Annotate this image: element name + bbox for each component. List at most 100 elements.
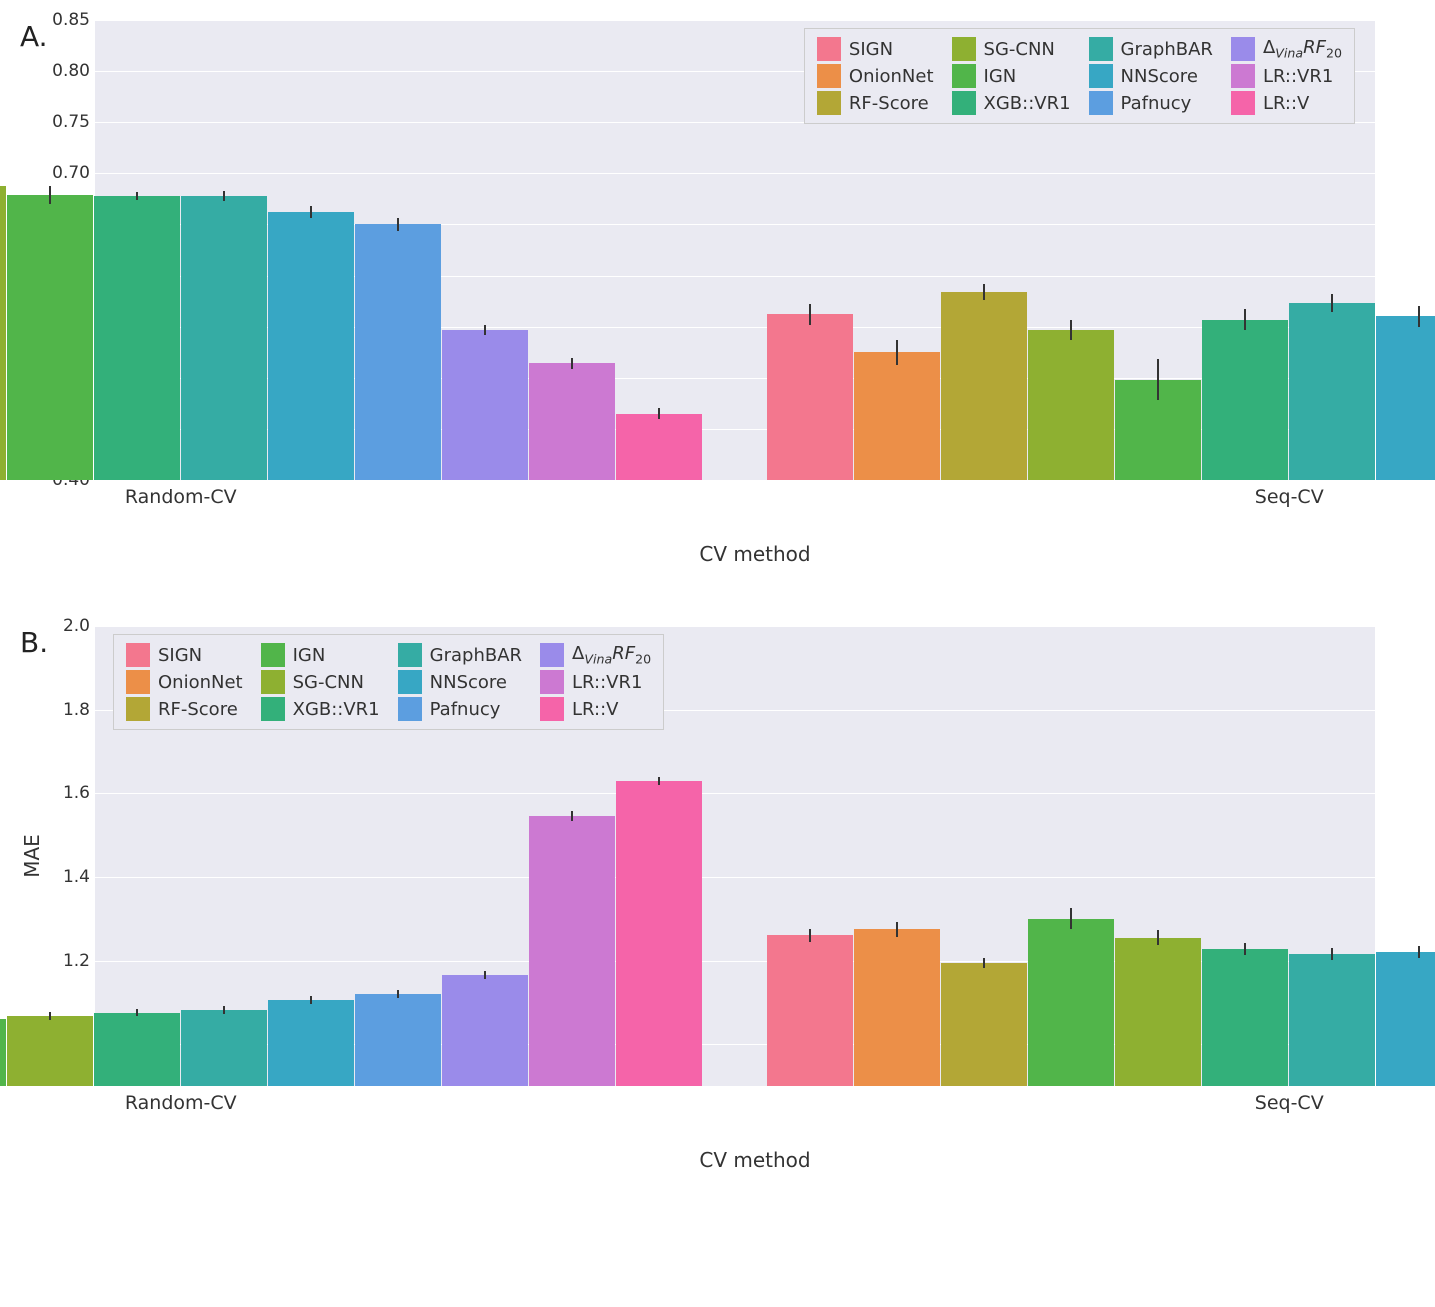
error-bar (49, 1012, 51, 1020)
y-tick: 0.75 (40, 112, 90, 132)
bar (355, 224, 441, 480)
error-bar (896, 922, 898, 937)
panel-a-xlabel: CV method (95, 542, 1415, 566)
error-bar (1331, 294, 1333, 312)
error-bar (310, 996, 312, 1004)
bar (355, 994, 441, 1086)
y-tick: 1.2 (40, 951, 90, 971)
legend-swatch (540, 670, 564, 694)
y-tick: 0.85 (40, 10, 90, 30)
legend-swatch (261, 697, 285, 721)
bar (1289, 954, 1375, 1086)
bar (181, 1010, 267, 1086)
error-bar (1070, 908, 1072, 929)
x-tick: Random-CV (125, 486, 237, 508)
error-bar (484, 971, 486, 979)
bar (1202, 320, 1288, 480)
legend-item: RF-Score (126, 697, 243, 721)
error-bar (571, 358, 573, 368)
legend-label: XGB::VR1 (293, 699, 380, 720)
error-bar (896, 340, 898, 365)
bar (442, 330, 528, 480)
legend-swatch (1089, 91, 1113, 115)
error-bar (809, 304, 811, 324)
legend-label: SIGN (849, 39, 893, 60)
y-tick: 2.0 (40, 616, 90, 636)
legend-swatch (952, 91, 976, 115)
legend-label: GraphBAR (1121, 39, 1213, 60)
error-bar (1418, 306, 1420, 326)
error-bar (1070, 320, 1072, 340)
y-tick: 0.80 (40, 61, 90, 81)
legend-swatch (1231, 64, 1255, 88)
legend-swatch (126, 670, 150, 694)
legend-swatch (1089, 37, 1113, 61)
bar (268, 1000, 354, 1086)
x-tick: Seq-CV (1255, 486, 1324, 508)
bar (0, 186, 6, 480)
legend-item: GraphBAR (398, 643, 522, 667)
bar (1376, 316, 1435, 480)
x-tick: Seq-CV (1255, 1092, 1324, 1114)
legend-item: RF-Score (817, 91, 934, 115)
error-bar (983, 958, 985, 968)
legend-label: OnionNet (158, 672, 243, 693)
legend-label: ΔVinaRF20 (572, 643, 651, 667)
legend-label: SG-CNN (984, 39, 1055, 60)
error-bar (809, 929, 811, 942)
legend-swatch (1231, 37, 1255, 61)
y-tick: 1.8 (40, 700, 90, 720)
legend-label: LR::V (1263, 93, 1309, 114)
panel-b-xlabel: CV method (95, 1148, 1415, 1172)
error-bar (397, 218, 399, 230)
bar (1115, 380, 1201, 480)
bar (7, 195, 93, 480)
legend-item: Pafnucy (1089, 91, 1213, 115)
error-bar (397, 990, 399, 998)
panel-b-legend: SIGNOnionNetRF-ScoreIGNSG-CNNXGB::VR1Gra… (113, 634, 664, 730)
bar (767, 314, 853, 480)
legend-item: GraphBAR (1089, 37, 1213, 61)
legend-label: Pafnucy (1121, 93, 1192, 114)
bar (7, 1016, 93, 1086)
bar (616, 781, 702, 1086)
legend-swatch (817, 37, 841, 61)
legend-label: RF-Score (158, 699, 238, 720)
error-bar (310, 206, 312, 218)
legend-swatch (1089, 64, 1113, 88)
panel-a-plot-area: Rp 0.400.450.500.550.600.650.700.750.800… (95, 20, 1375, 480)
legend-item: SG-CNN (952, 37, 1071, 61)
bar (941, 963, 1027, 1086)
error-bar (1244, 943, 1246, 955)
panel-b: B. MAE 1.01.21.41.61.82.0SIGNOnionNetRF-… (20, 626, 1415, 1172)
legend-swatch (261, 670, 285, 694)
legend-swatch (952, 64, 976, 88)
legend-item: LR::V (1231, 91, 1342, 115)
bar (529, 363, 615, 480)
bar (1289, 303, 1375, 480)
error-bar (658, 408, 660, 418)
legend-swatch (817, 91, 841, 115)
y-tick: 1.6 (40, 783, 90, 803)
error-bar (1418, 946, 1420, 958)
error-bar (1157, 359, 1159, 400)
bar (268, 212, 354, 480)
legend-label: LR::V (572, 699, 618, 720)
panel-a-legend: SIGNOnionNetRF-ScoreSG-CNNIGNXGB::VR1Gra… (804, 28, 1355, 124)
legend-swatch (817, 64, 841, 88)
legend-swatch (398, 643, 422, 667)
legend-label: ΔVinaRF20 (1263, 37, 1342, 61)
error-bar (1157, 930, 1159, 945)
legend-item: ΔVinaRF20 (1231, 37, 1342, 61)
bar (1028, 330, 1114, 480)
legend-label: SIGN (158, 645, 202, 666)
legend-item: OnionNet (817, 64, 934, 88)
bar (529, 816, 615, 1086)
legend-swatch (952, 37, 976, 61)
legend-label: NNScore (1121, 66, 1198, 87)
error-bar (49, 186, 51, 204)
error-bar (223, 191, 225, 201)
legend-item: XGB::VR1 (952, 91, 1071, 115)
legend-item: XGB::VR1 (261, 697, 380, 721)
bar (1202, 949, 1288, 1086)
